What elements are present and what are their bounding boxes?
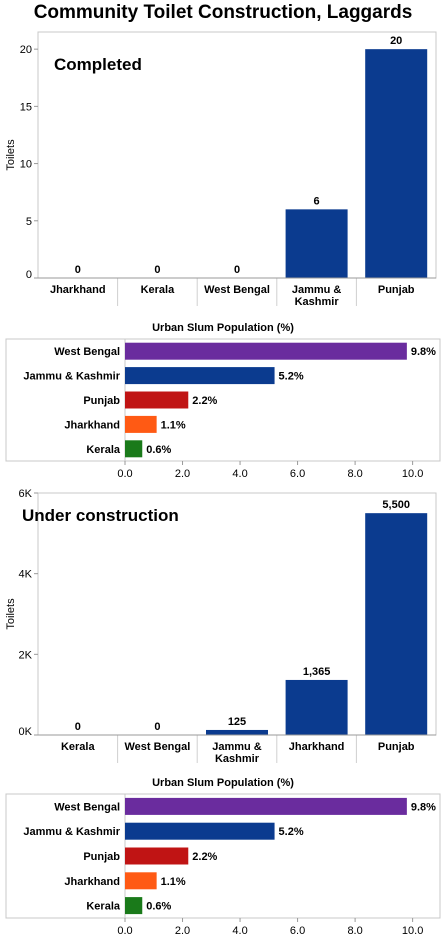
bar xyxy=(206,729,268,735)
y-tick-label: 15 xyxy=(20,101,32,113)
data-label: 9.8% xyxy=(411,801,436,813)
y-tick-label: 2K xyxy=(19,649,33,661)
x-tick-label: 0.0 xyxy=(117,925,132,937)
data-label: 5.2% xyxy=(279,826,304,838)
bar xyxy=(125,391,189,409)
data-label: 1,365 xyxy=(303,666,331,678)
y-tick-label: 4K xyxy=(19,569,33,581)
y-tick-label: 0K xyxy=(19,726,33,738)
panel-label: Completed xyxy=(54,55,142,74)
x-tick-label: Jharkhand xyxy=(289,741,345,753)
bar xyxy=(285,209,348,278)
x-tick-label: 2.0 xyxy=(175,468,190,480)
x-tick-label: West Bengal xyxy=(124,741,190,753)
data-label: 0 xyxy=(234,264,240,276)
x-tick-label: 4.0 xyxy=(232,468,247,480)
bar xyxy=(125,415,157,433)
category-label: Jammu & Kashmir xyxy=(23,371,120,383)
category-label: Jharkhand xyxy=(64,419,120,431)
y-tick-label: 6K xyxy=(19,488,33,500)
y-tick-label: 10 xyxy=(20,159,32,171)
bar xyxy=(365,513,428,735)
data-label: 2.2% xyxy=(192,395,217,407)
x-tick-label: Punjab xyxy=(378,284,415,296)
x-tick-label: Punjab xyxy=(378,741,415,753)
data-label: 1.1% xyxy=(161,419,186,431)
data-label: 20 xyxy=(390,35,402,47)
data-label: 1.1% xyxy=(161,876,186,888)
data-label: 0.6% xyxy=(146,444,171,456)
bar xyxy=(125,797,407,815)
data-label: 0.6% xyxy=(146,901,171,913)
x-tick-label: 4.0 xyxy=(232,925,247,937)
x-tick-label: 8.0 xyxy=(347,925,362,937)
data-label: 5,500 xyxy=(382,499,410,511)
bar xyxy=(125,822,275,840)
data-label: 0 xyxy=(154,721,160,733)
category-label: Jammu & Kashmir xyxy=(23,826,120,838)
category-label: Kerala xyxy=(86,901,121,913)
panel-label: Under construction xyxy=(22,506,179,525)
y-tick-label: 0 xyxy=(26,269,32,281)
data-label: 0 xyxy=(154,264,160,276)
x-tick-label: 6.0 xyxy=(290,925,305,937)
data-label: 9.8% xyxy=(411,346,436,358)
x-tick-label: 6.0 xyxy=(290,468,305,480)
y-tick-label: 5 xyxy=(26,216,32,228)
bar xyxy=(125,440,143,458)
x-tick-label: Kashmir xyxy=(215,753,260,765)
x-tick-label: 8.0 xyxy=(347,468,362,480)
bar xyxy=(365,49,428,278)
x-tick-label: 2.0 xyxy=(175,925,190,937)
bar xyxy=(125,847,189,865)
category-label: Punjab xyxy=(83,395,120,407)
y-axis-label: Toilets xyxy=(5,139,17,171)
category-label: Kerala xyxy=(86,444,121,456)
x-tick-label: Kashmir xyxy=(295,296,340,308)
plot-frame xyxy=(5,793,441,919)
bar xyxy=(125,367,275,385)
data-label: 0 xyxy=(75,264,81,276)
bar xyxy=(125,872,157,890)
x-tick-label: Kerala xyxy=(61,741,96,753)
x-tick-label: 0.0 xyxy=(117,468,132,480)
page-title: Community Toilet Construction, Laggards xyxy=(33,2,413,23)
y-tick-label: 20 xyxy=(20,44,32,56)
data-label: 125 xyxy=(228,716,246,728)
chart-title: Urban Slum Population (%) xyxy=(152,777,294,789)
x-tick-label: Jharkhand xyxy=(50,284,106,296)
bar xyxy=(125,342,407,360)
x-tick-label: 10.0 xyxy=(402,468,423,480)
x-tick-label: Jammu & xyxy=(292,284,342,296)
chart-title: Urban Slum Population (%) xyxy=(152,322,294,334)
category-label: West Bengal xyxy=(54,801,120,813)
category-label: Punjab xyxy=(83,851,120,863)
category-label: Jharkhand xyxy=(64,876,120,888)
x-tick-label: 10.0 xyxy=(402,925,423,937)
x-tick-label: Jammu & xyxy=(212,741,262,753)
data-label: 0 xyxy=(75,721,81,733)
plot-frame xyxy=(5,338,441,462)
x-tick-label: Kerala xyxy=(141,284,176,296)
x-tick-label: West Bengal xyxy=(204,284,270,296)
bar xyxy=(285,679,348,735)
bar xyxy=(125,897,143,915)
y-axis-label: Toilets xyxy=(5,598,17,630)
data-label: 6 xyxy=(314,195,320,207)
data-label: 5.2% xyxy=(279,371,304,383)
data-label: 2.2% xyxy=(192,851,217,863)
category-label: West Bengal xyxy=(54,346,120,358)
